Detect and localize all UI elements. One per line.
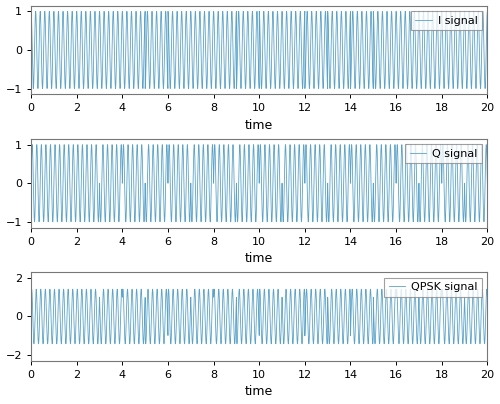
Legend: I signal: I signal <box>411 11 482 30</box>
Legend: QPSK signal: QPSK signal <box>384 278 482 297</box>
X-axis label: time: time <box>245 252 274 265</box>
X-axis label: time: time <box>245 385 274 398</box>
Legend: Q signal: Q signal <box>406 144 482 163</box>
X-axis label: time: time <box>245 119 274 132</box>
